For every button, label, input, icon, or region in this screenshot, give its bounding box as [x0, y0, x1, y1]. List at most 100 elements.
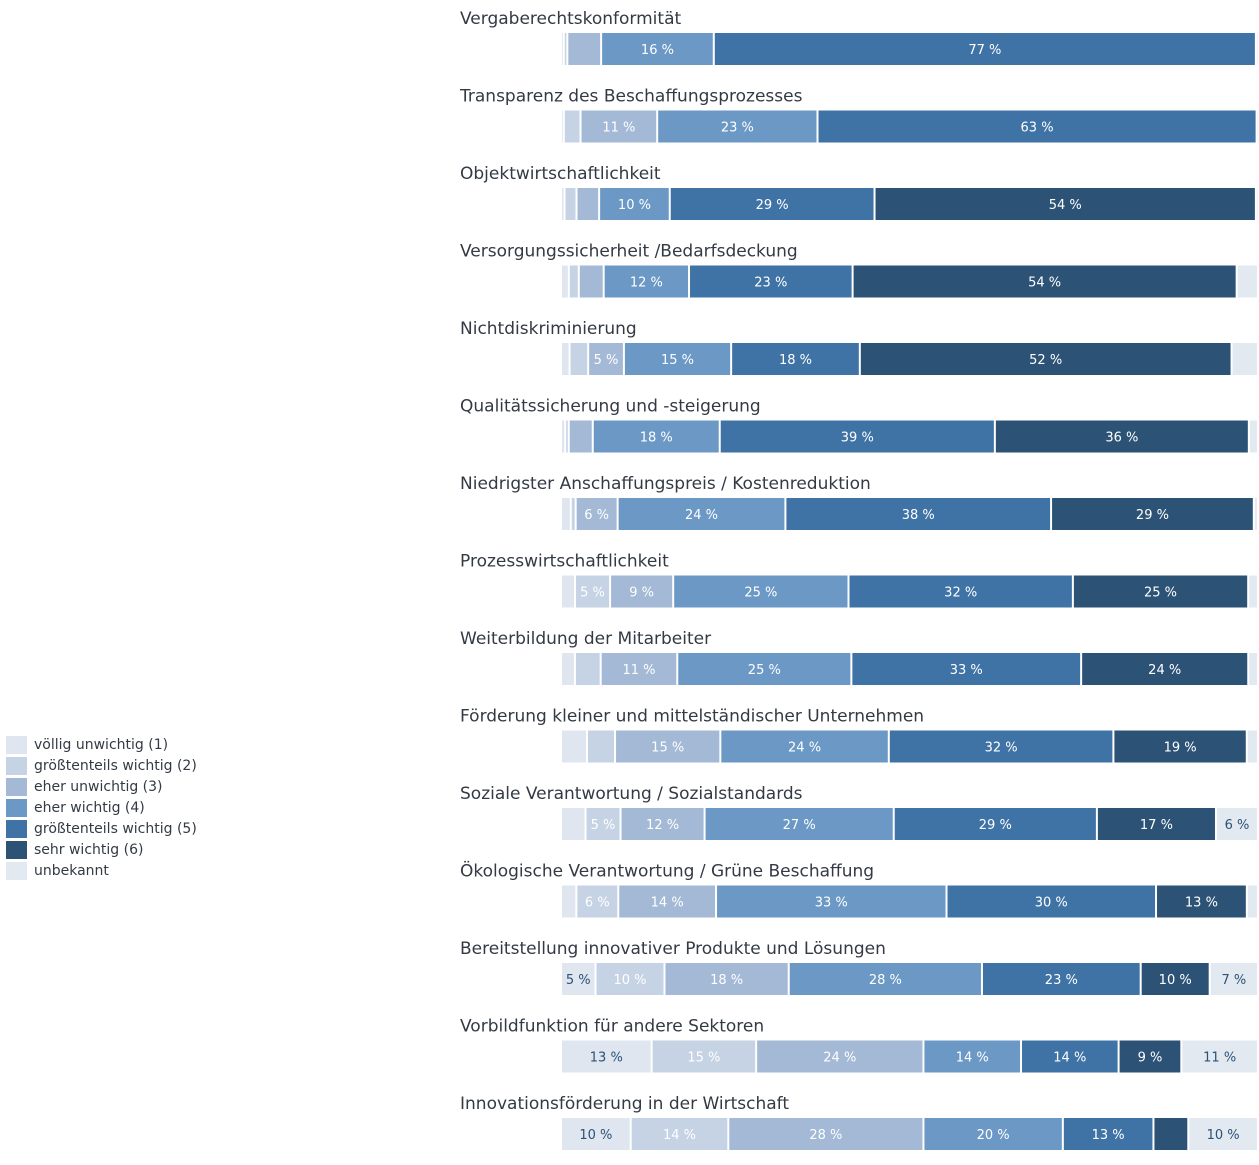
data-label: 38 % — [902, 508, 935, 523]
bar-segment — [566, 420, 568, 453]
data-label: 16 % — [641, 43, 674, 58]
bar-segment — [596, 963, 664, 995]
bar-segment — [658, 110, 817, 143]
bar-segment — [562, 653, 574, 685]
bar-segment — [569, 265, 578, 298]
bar-segment — [577, 885, 618, 918]
bar-segment — [562, 343, 569, 375]
data-label: 18 % — [779, 353, 812, 368]
data-label: 32 % — [944, 586, 977, 601]
data-label: 15 % — [687, 1051, 720, 1066]
bar-segment — [1249, 653, 1257, 685]
data-label: 18 % — [710, 973, 743, 988]
data-label: 10 % — [579, 1128, 612, 1143]
row-label: Bereitstellung innovativer Produkte und … — [460, 939, 886, 959]
bar-segment — [618, 498, 785, 530]
bar-segment — [652, 1040, 756, 1073]
bar-segment — [565, 188, 576, 220]
bar-segment — [1237, 265, 1257, 298]
bar-segment — [562, 1118, 630, 1150]
bar-segment — [714, 33, 1255, 65]
bar-segment — [1247, 730, 1257, 763]
data-label: 29 % — [756, 198, 789, 213]
bar-segment — [604, 265, 689, 298]
bar-segment — [947, 885, 1156, 918]
data-label: 10 % — [1207, 1128, 1240, 1143]
data-label: 24 % — [685, 508, 718, 523]
bar-segment — [593, 420, 719, 453]
bar-segment — [562, 265, 568, 298]
bar-segment — [875, 188, 1255, 220]
legend-item-eher-unwichtig: eher unwichtig (3) — [6, 776, 197, 797]
data-label: 23 % — [721, 121, 754, 136]
legend-swatch — [6, 861, 27, 880]
data-label: 54 % — [1049, 198, 1082, 213]
data-label: 14 % — [956, 1051, 989, 1066]
bar-segment — [894, 808, 1096, 840]
bar-segment — [1082, 653, 1248, 685]
legend-item-unbekannt: unbekannt — [6, 860, 197, 881]
legend-label: eher wichtig (4) — [34, 799, 145, 816]
bar-segment — [562, 575, 575, 608]
bar-segment — [670, 188, 874, 220]
bar-segment — [581, 110, 657, 143]
bar-segment — [729, 1118, 923, 1150]
data-label: 25 % — [744, 586, 777, 601]
bar-segment — [789, 963, 981, 995]
bar-segment — [1097, 808, 1215, 840]
data-label: 13 % — [1092, 1128, 1125, 1143]
bar-segment — [575, 653, 600, 685]
bar-segment — [705, 808, 893, 840]
bar-segment — [621, 808, 704, 840]
bar-segment — [1249, 575, 1257, 608]
bar-segment — [568, 33, 601, 65]
legend-item-sehr-wichtig: sehr wichtig (6) — [6, 839, 197, 860]
data-label: 6 % — [584, 508, 609, 523]
bar-segment — [576, 575, 610, 608]
data-label: 33 % — [815, 896, 848, 911]
legend-swatch — [6, 735, 27, 754]
bar-segment — [587, 730, 615, 763]
bar-segment — [562, 885, 576, 918]
data-label: 27 % — [783, 818, 816, 833]
legend-label: größtenteils wichtig (2) — [34, 757, 197, 774]
bar-segment — [631, 1118, 728, 1150]
data-label: 25 % — [748, 663, 781, 678]
bar-segment — [569, 420, 592, 453]
data-label: 23 % — [1045, 973, 1078, 988]
bar-segment — [562, 33, 563, 65]
data-label: 5 % — [591, 818, 616, 833]
data-label: 28 % — [869, 973, 902, 988]
bar-segment — [564, 110, 580, 143]
data-label: 11 % — [602, 121, 635, 136]
bar-segment — [732, 343, 859, 375]
data-label: 10 % — [613, 973, 646, 988]
legend-label: eher unwichtig (3) — [34, 778, 163, 795]
bar-segment — [1216, 808, 1257, 840]
bar-segment — [1022, 1040, 1118, 1073]
legend-swatch — [6, 756, 27, 775]
data-label: 13 % — [590, 1051, 623, 1066]
data-label: 23 % — [754, 276, 787, 291]
bar-segment — [1157, 885, 1246, 918]
bar-segment — [1182, 1040, 1257, 1073]
data-label: 10 % — [618, 198, 651, 213]
data-label: 25 % — [1144, 586, 1177, 601]
bar-segment — [678, 653, 851, 685]
bar-segment — [1063, 1118, 1153, 1150]
data-label: 28 % — [809, 1128, 842, 1143]
legend-item-voellig-unwichtig: völlig unwichtig (1) — [6, 734, 197, 755]
row-label: Förderung kleiner und mittelständischer … — [460, 707, 924, 727]
data-label: 63 % — [1021, 121, 1054, 136]
bar-segment — [924, 1118, 1062, 1150]
bar-segment — [1119, 1040, 1181, 1073]
data-label: 19 % — [1164, 741, 1197, 756]
bar-segment — [849, 575, 1072, 608]
data-label: 6 % — [1225, 818, 1250, 833]
bar-segment — [786, 498, 1051, 530]
bar-segment — [818, 110, 1256, 143]
row-label: Transparenz des Beschaffungsprozesses — [459, 87, 803, 107]
bar-segment — [562, 808, 585, 840]
data-label: 15 % — [661, 353, 694, 368]
row-label: Ökologische Verantwortung / Grüne Bescha… — [460, 860, 874, 882]
